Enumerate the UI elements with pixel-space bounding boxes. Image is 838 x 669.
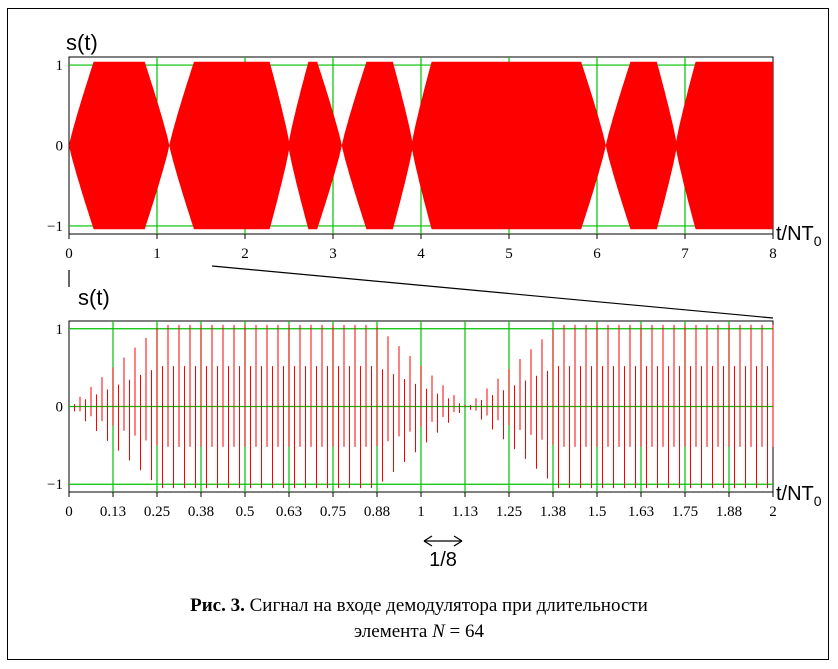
top-x-tick-label: 0 xyxy=(65,246,73,262)
bottom-x-tick-label: 2 xyxy=(769,504,777,520)
top-y-tick-label: −1 xyxy=(47,219,63,235)
caption-line-2: элемента N = 64 xyxy=(0,619,838,645)
top-x-tick-label: 5 xyxy=(505,246,513,262)
bottom-x-tick-label: 1.5 xyxy=(588,504,607,520)
bottom-x-tick-label: 1 xyxy=(417,504,425,520)
bottom-y-tick-label: −1 xyxy=(47,477,63,493)
top-xlabel-sub: 0 xyxy=(814,233,822,249)
bottom-y-tick-label: 1 xyxy=(56,322,64,338)
bottom-x-tick-label: 1.63 xyxy=(628,504,654,520)
caption-variable: N xyxy=(432,621,445,642)
top-y-tick-label: 1 xyxy=(56,58,64,74)
arrow-heads-icon xyxy=(423,535,463,547)
bottom-x-tick-label: 0.63 xyxy=(276,504,302,520)
interval-annotation: 1/8 xyxy=(423,535,463,571)
bottom-x-tick-label: 0.25 xyxy=(144,504,170,520)
interval-label: 1/8 xyxy=(429,549,457,571)
top-y-ticks: 1 0 −1 xyxy=(47,58,63,235)
top-x-tick-label: 7 xyxy=(681,246,689,262)
top-x-tick-label: 1 xyxy=(153,246,161,262)
top-y-tick-label: 0 xyxy=(56,139,64,155)
bottom-y-ticks: 1 0 −1 xyxy=(47,322,63,493)
bottom-x-tick-label: 0.13 xyxy=(100,504,126,520)
zoom-line-right xyxy=(211,265,774,319)
bottom-x-tick-label: 0.75 xyxy=(320,504,346,520)
caption-text-1: Сигнал на входе демодулятора при длитель… xyxy=(249,595,648,616)
bottom-x-tick-label: 0 xyxy=(65,504,73,520)
bottom-ylabel: s(t) xyxy=(78,285,110,310)
bottom-signal-series xyxy=(74,324,774,489)
bottom-y-tick-label: 0 xyxy=(56,400,64,416)
bottom-x-tick-label: 0.5 xyxy=(236,504,255,520)
top-x-tick-label: 3 xyxy=(329,246,337,262)
caption-text-2-suffix: = 64 xyxy=(444,621,484,642)
bottom-x-tick-label: 1.75 xyxy=(672,504,698,520)
top-x-tick-label: 4 xyxy=(417,246,425,262)
bottom-xlabel-main: t/NT xyxy=(776,483,814,505)
bottom-chart: s(t) 10−1 0 0.13 0.25 0.38 0.5 0.63 0.75 0.88 1 1… xyxy=(47,285,822,520)
bottom-x-tick-label: 1.88 xyxy=(716,504,742,520)
top-x-tick-label: 2 xyxy=(241,246,249,262)
bottom-xlabel-sub: 0 xyxy=(814,493,822,509)
bottom-x-tick-label: 0.38 xyxy=(188,504,214,520)
bottom-x-tick-label: 0.88 xyxy=(364,504,390,520)
top-xlabel: t/NT0 xyxy=(776,223,822,249)
bottom-x-tick-label: 1.25 xyxy=(496,504,522,520)
top-signal-series xyxy=(69,61,773,230)
top-ylabel: s(t) xyxy=(66,30,98,55)
bottom-xlabel: t/NT0 xyxy=(776,483,822,509)
bottom-x-tick-label: 1.13 xyxy=(452,504,478,520)
caption-line-1: Рис. 3. Сигнал на входе демодулятора при… xyxy=(0,593,838,619)
figure-caption: Рис. 3. Сигнал на входе демодулятора при… xyxy=(0,593,838,645)
caption-text-2-prefix: элемента xyxy=(354,621,433,642)
caption-label: Рис. 3. xyxy=(190,595,245,616)
top-x-tick-label: 8 xyxy=(769,246,777,262)
top-x-tick-label: 6 xyxy=(593,246,601,262)
top-x-ticks: 0 1 2 3 4 5 6 7 8 xyxy=(65,234,777,262)
bottom-x-ticks: 0 0.13 0.25 0.38 0.5 0.63 0.75 0.88 1 1.13 1.25 1.3… xyxy=(65,492,777,520)
top-xlabel-main: t/NT xyxy=(776,223,814,245)
bottom-x-tick-label: 1.38 xyxy=(540,504,566,520)
